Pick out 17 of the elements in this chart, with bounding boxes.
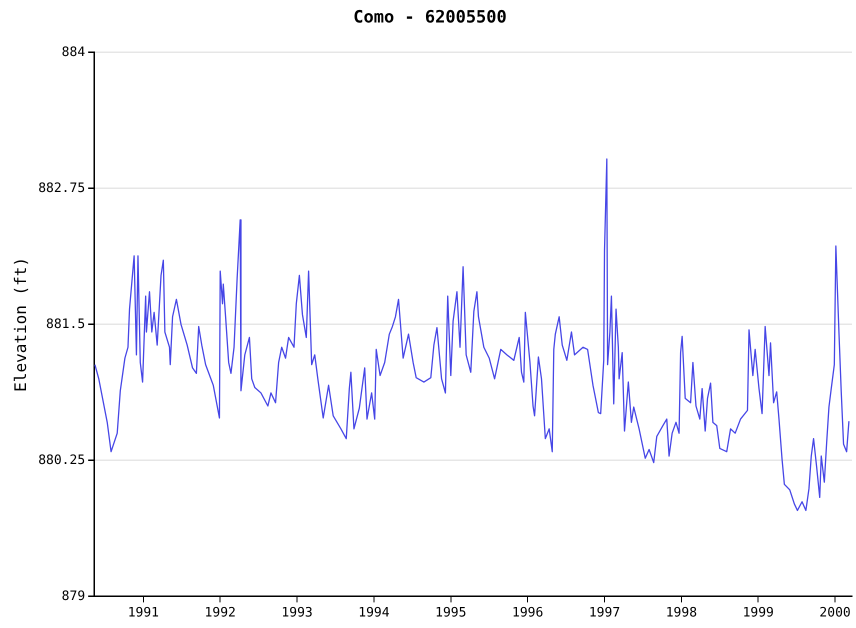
x-tick-label: 1996 <box>512 606 544 621</box>
x-tick-label: 1994 <box>358 606 390 621</box>
y-tick-label: 881.5 <box>46 316 86 332</box>
x-tick-label: 1992 <box>204 606 236 621</box>
x-tick-label: 1998 <box>666 606 698 621</box>
chart-title: Como - 62005500 <box>353 8 507 28</box>
x-tick-label: 1995 <box>435 606 466 621</box>
x-tick-label: 1999 <box>742 606 774 621</box>
y-axis-title: Elevation (ft) <box>10 256 30 392</box>
y-tick-label: 882.75 <box>38 180 86 196</box>
y-tick-label: 884 <box>62 44 86 60</box>
x-tick-label: 2000 <box>819 606 851 621</box>
x-tick-label: 1993 <box>281 606 313 621</box>
x-tick-label: 1997 <box>588 606 620 621</box>
x-tick-label: 1991 <box>128 606 160 621</box>
y-tick-label: 880.25 <box>38 452 86 468</box>
y-tick-label: 879 <box>62 588 86 604</box>
